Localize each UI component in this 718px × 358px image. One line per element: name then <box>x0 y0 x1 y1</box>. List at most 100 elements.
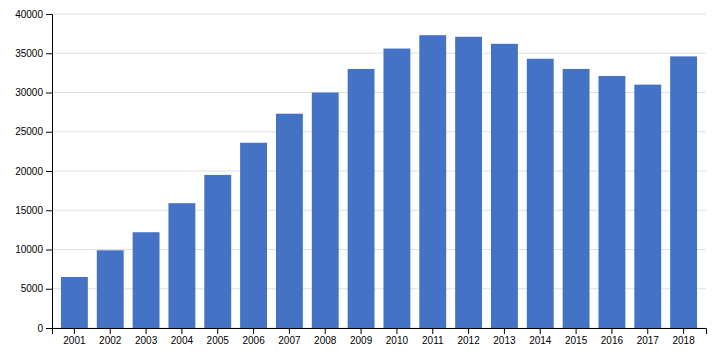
bar <box>455 37 482 328</box>
y-tick-mark <box>46 93 52 94</box>
y-tick-mark <box>46 53 52 54</box>
x-tick-mark <box>396 328 397 334</box>
y-tick-label: 30000 <box>15 87 43 98</box>
y-tick-label: 5000 <box>21 283 44 294</box>
x-tick-label: 2007 <box>278 335 301 346</box>
x-tick-label: 2009 <box>350 335 373 346</box>
y-tick: 0 <box>37 323 52 334</box>
x-tick: 2004 <box>171 328 194 346</box>
y-tick-mark <box>46 328 52 329</box>
x-tick-label: 2014 <box>529 335 552 346</box>
bar <box>563 69 590 328</box>
x-tick: 2018 <box>672 328 695 346</box>
x-tick: 2014 <box>529 328 552 346</box>
x-tick: 2013 <box>493 328 516 346</box>
y-tick-label: 25000 <box>15 126 43 137</box>
bar <box>276 114 303 328</box>
plot: 2001 2002 2003 2004 2005 2006 2007 2008 2009 2010… <box>15 9 706 346</box>
y-tick-mark <box>46 289 52 290</box>
x-tick-label: 2011 <box>422 335 444 346</box>
bar <box>312 93 339 329</box>
x-tick-label: 2016 <box>601 335 624 346</box>
grid-line <box>52 14 706 15</box>
x-tick: 2012 <box>457 328 480 346</box>
x-tick-label: 2006 <box>242 335 265 346</box>
x-tick-mark <box>647 328 648 334</box>
y-tick-label: 10000 <box>15 244 43 255</box>
x-tick-mark <box>110 328 111 334</box>
y-tick-label: 40000 <box>15 9 43 20</box>
y-tick: 15000 <box>15 205 52 216</box>
x-tick-label: 2015 <box>565 335 588 346</box>
x-tick-label: 2012 <box>457 335 480 346</box>
x-tick-label: 2018 <box>672 335 695 346</box>
bar <box>419 35 446 328</box>
y-tick-mark <box>46 132 52 133</box>
x-tick-mark <box>181 328 182 334</box>
y-tick: 35000 <box>15 48 52 59</box>
x-tick-mark <box>611 328 612 334</box>
x-tick-label: 2013 <box>493 335 516 346</box>
x-tick: 2008 <box>314 328 337 346</box>
bar <box>383 49 410 328</box>
x-tick: 2017 <box>637 328 660 346</box>
x-axis: 2001 2002 2003 2004 2005 2006 2007 2008 2009 2010… <box>53 328 707 346</box>
x-tick-mark <box>540 328 541 334</box>
grid <box>52 14 706 328</box>
x-tick-mark <box>146 328 147 334</box>
bar <box>240 143 267 328</box>
y-tick-label: 35000 <box>15 48 43 59</box>
bar <box>61 277 88 328</box>
x-tick: 2003 <box>135 328 158 346</box>
y-axis: 0 5000 10000 15000 20000 25000 30000 35000 40000 <box>15 9 52 334</box>
bar <box>491 44 518 328</box>
bars <box>61 35 697 328</box>
x-tick-mark <box>74 328 75 334</box>
x-tick: 2015 <box>565 328 588 346</box>
x-tick-mark <box>217 328 218 334</box>
x-tick: 2007 <box>278 328 301 346</box>
bar <box>527 59 554 328</box>
bar <box>168 203 195 328</box>
x-tick-mark <box>361 328 362 334</box>
y-tick-label: 0 <box>37 323 43 334</box>
x-tick: 2009 <box>350 328 373 346</box>
x-axis-line <box>53 329 707 335</box>
x-tick: 2011 <box>422 328 444 346</box>
x-tick-label: 2002 <box>99 335 122 346</box>
x-tick-label: 2005 <box>207 335 230 346</box>
x-tick-label: 2010 <box>386 335 409 346</box>
bar <box>97 250 124 328</box>
chart-container: 2001 2002 2003 2004 2005 2006 2007 2008 2009 2010… <box>0 0 718 358</box>
x-tick-label: 2017 <box>637 335 660 346</box>
bar <box>348 69 375 328</box>
chart: 2001 2002 2003 2004 2005 2006 2007 2008 2009 2010… <box>0 0 718 358</box>
y-tick: 5000 <box>21 283 52 294</box>
x-tick-mark <box>432 328 433 334</box>
y-tick-mark <box>46 250 52 251</box>
y-tick: 25000 <box>15 126 52 137</box>
x-tick: 2005 <box>207 328 230 346</box>
x-tick: 2006 <box>242 328 265 346</box>
x-tick-label: 2004 <box>171 335 194 346</box>
x-tick-mark <box>504 328 505 334</box>
x-tick-label: 2001 <box>63 335 86 346</box>
y-tick-mark <box>46 14 52 15</box>
x-tick-mark <box>253 328 254 334</box>
y-tick-mark <box>46 210 52 211</box>
bar <box>634 85 661 328</box>
x-tick-mark <box>468 328 469 334</box>
bar <box>204 175 231 328</box>
x-tick: 2001 <box>63 328 86 346</box>
y-axis-line <box>46 15 53 329</box>
y-tick: 10000 <box>15 244 52 255</box>
y-tick-mark <box>46 171 52 172</box>
y-tick: 40000 <box>15 9 52 20</box>
x-tick-mark <box>683 328 684 334</box>
x-tick: 2010 <box>386 328 409 346</box>
y-tick: 30000 <box>15 87 52 98</box>
y-tick-label: 20000 <box>15 166 43 177</box>
y-tick: 20000 <box>15 166 52 177</box>
bar <box>598 76 625 328</box>
x-tick-mark <box>289 328 290 334</box>
